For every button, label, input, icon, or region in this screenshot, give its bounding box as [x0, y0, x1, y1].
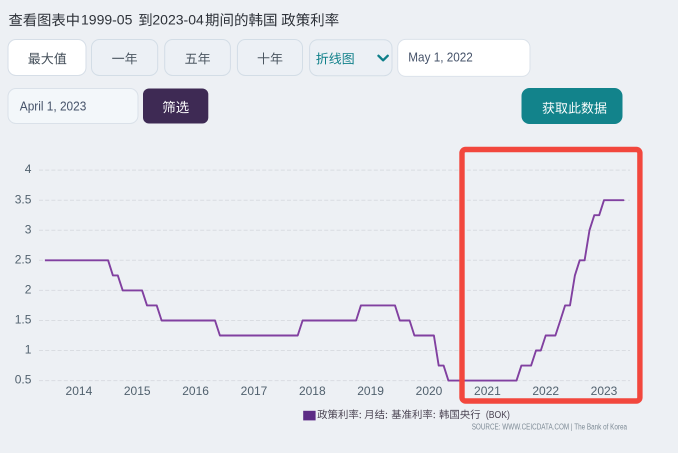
svg-text:4: 4 — [25, 162, 32, 176]
svg-text:2023-04: 2023-04 — [152, 12, 204, 28]
svg-text:2023: 2023 — [591, 384, 618, 398]
svg-text:3: 3 — [25, 222, 32, 236]
svg-text:May 1, 2022: May 1, 2022 — [408, 50, 473, 65]
svg-text:2: 2 — [25, 283, 32, 297]
svg-text:2018: 2018 — [299, 384, 326, 398]
svg-text:3.5: 3.5 — [15, 192, 32, 206]
svg-text:2014: 2014 — [66, 384, 93, 398]
svg-text:(BOK): (BOK) — [486, 410, 510, 421]
svg-text:2016: 2016 — [182, 384, 209, 398]
svg-text:2022: 2022 — [532, 384, 559, 398]
svg-text:April 1, 2023: April 1, 2023 — [20, 99, 87, 114]
svg-text:1.5: 1.5 — [15, 313, 32, 327]
svg-text:2020: 2020 — [416, 384, 443, 398]
svg-text:2015: 2015 — [124, 384, 151, 398]
svg-text:SOURCE: WWW.CEICDATA.COM | The: SOURCE: WWW.CEICDATA.COM | The Bank of K… — [472, 422, 628, 431]
svg-text:0.5: 0.5 — [15, 373, 32, 387]
svg-text:1999-05: 1999-05 — [81, 12, 133, 28]
svg-text:2019: 2019 — [357, 384, 384, 398]
svg-text:2017: 2017 — [241, 384, 268, 398]
svg-text:2021: 2021 — [474, 384, 501, 398]
svg-text:1: 1 — [25, 343, 32, 357]
svg-text:2.5: 2.5 — [15, 252, 32, 266]
